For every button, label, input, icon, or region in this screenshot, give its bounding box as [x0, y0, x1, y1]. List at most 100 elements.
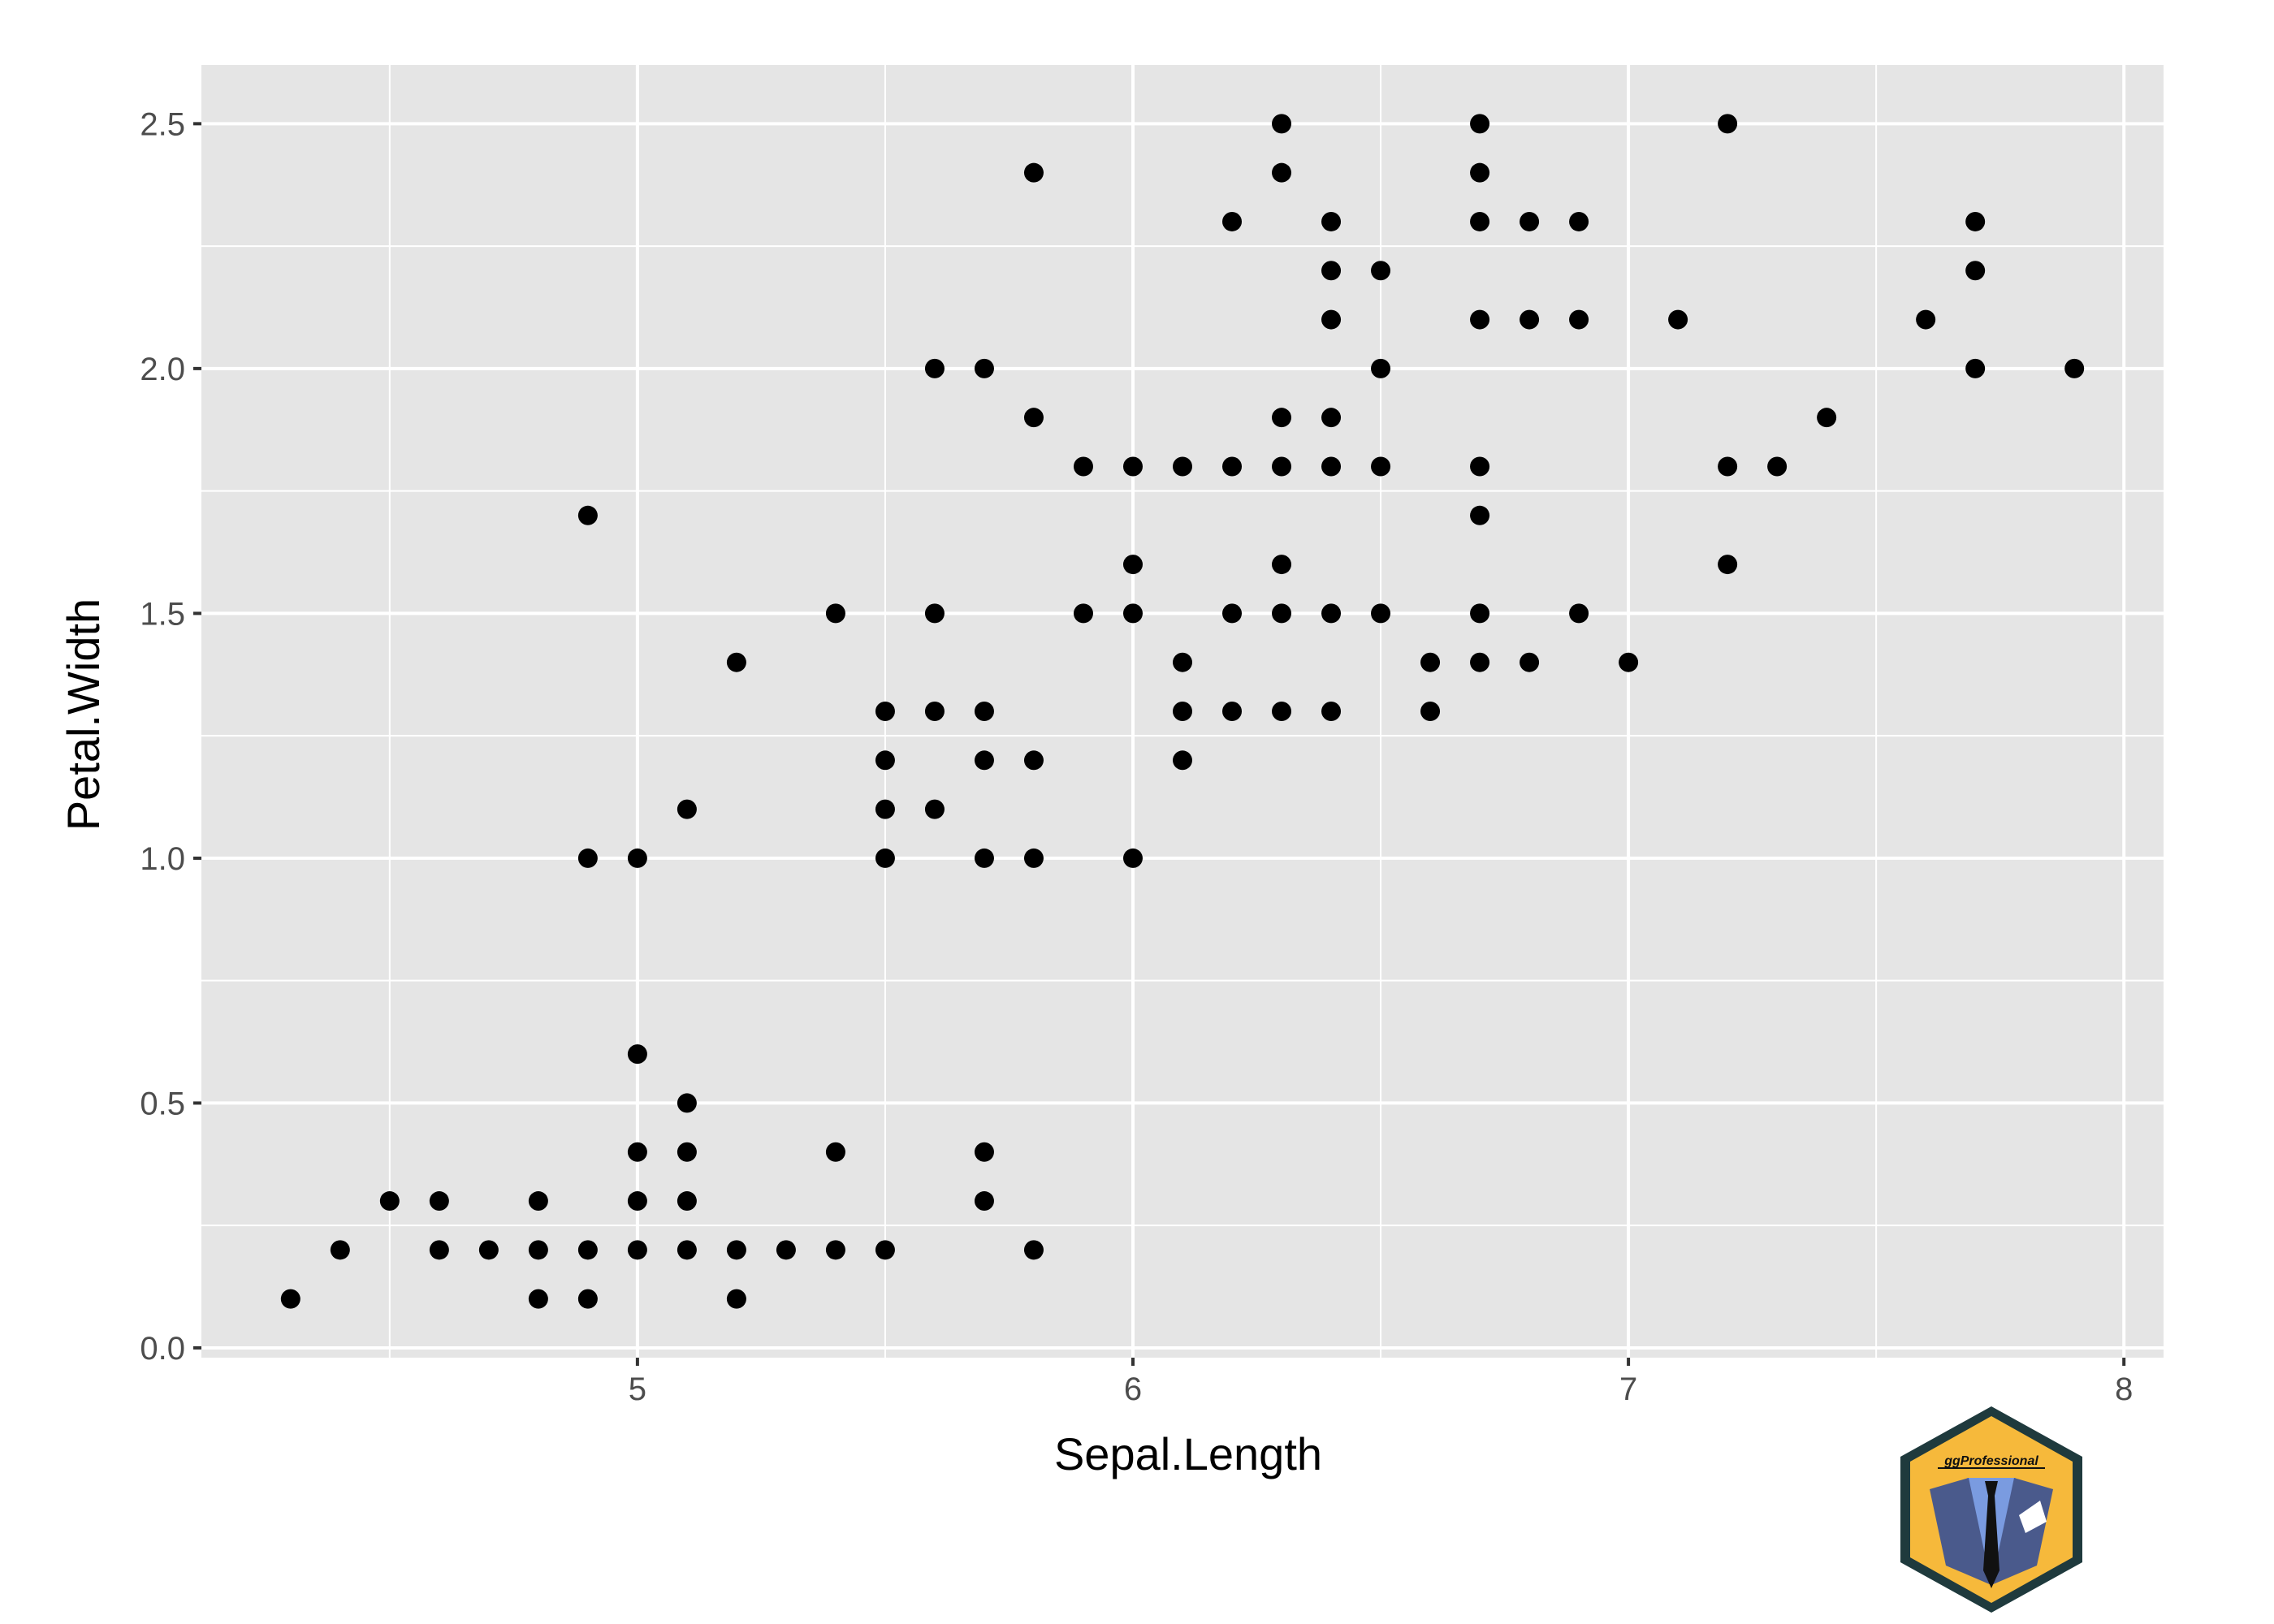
data-point [1272, 456, 1292, 477]
data-point [1470, 505, 1490, 525]
data-point [1023, 162, 1044, 183]
data-point [1222, 603, 1243, 624]
logo-tie [1983, 1481, 1999, 1588]
data-point [726, 652, 746, 672]
data-point [924, 358, 945, 378]
data-point [1916, 309, 1936, 330]
data-point [379, 1191, 400, 1212]
data-point [1371, 603, 1391, 624]
data-point [677, 1093, 697, 1113]
data-point [875, 799, 895, 819]
x-tick-labels: 5 6 7 8 [629, 1371, 2133, 1407]
data-point [1321, 261, 1342, 281]
data-point [1767, 456, 1788, 477]
y-tick-label: 2.5 [140, 106, 185, 142]
data-point [1073, 456, 1093, 477]
data-point [429, 1191, 449, 1212]
data-point [1470, 652, 1490, 672]
data-point [627, 1044, 647, 1065]
data-point [577, 848, 598, 868]
data-point [577, 505, 598, 525]
data-point [1470, 114, 1490, 134]
data-point [627, 1191, 647, 1212]
data-point [1420, 652, 1441, 672]
data-point [1569, 309, 1589, 330]
y-tick-label: 2.0 [140, 352, 185, 387]
data-point [677, 1191, 697, 1212]
x-tick-label: 7 [1619, 1371, 1637, 1407]
data-point [627, 1240, 647, 1260]
data-point [1371, 261, 1391, 281]
data-point [1470, 162, 1490, 183]
y-tick-labels: 0.0 0.5 1.0 1.5 2.0 2.5 [140, 106, 185, 1367]
data-point [1569, 211, 1589, 231]
data-point [1718, 114, 1738, 134]
data-point [1272, 408, 1292, 428]
data-point [1470, 603, 1490, 624]
y-tick-label: 1.5 [140, 596, 185, 632]
data-point [1122, 848, 1143, 868]
data-point [1321, 408, 1342, 428]
data-point [1371, 358, 1391, 378]
data-points [280, 114, 2085, 1309]
data-point [875, 750, 895, 771]
data-point [1470, 211, 1490, 231]
axis-ticks [193, 122, 2126, 1366]
data-point [1520, 309, 1540, 330]
x-axis-title: Sepal.Length [1054, 1428, 1322, 1479]
data-point [1173, 750, 1192, 771]
data-point [677, 799, 697, 819]
x-tick-label: 8 [2115, 1371, 2133, 1407]
logo-jacket-left [1930, 1478, 1991, 1585]
data-point [1965, 211, 1986, 231]
data-point [1073, 603, 1093, 624]
data-point [1569, 603, 1589, 624]
data-point [1619, 652, 1639, 672]
data-point [974, 750, 994, 771]
data-point [1122, 555, 1143, 575]
data-point [1718, 555, 1738, 575]
data-point [1222, 211, 1243, 231]
y-tick-label: 0.5 [140, 1086, 185, 1121]
data-point [1817, 408, 1837, 428]
data-point [1420, 702, 1441, 721]
data-point [825, 1142, 845, 1162]
data-point [924, 603, 945, 624]
data-point [825, 603, 845, 624]
major-gridlines [201, 65, 2164, 1358]
data-point [1173, 652, 1192, 672]
data-point [974, 1191, 994, 1212]
logo-wordmark: ggProfessional [1943, 1454, 2038, 1468]
data-point [1023, 408, 1044, 428]
data-point [577, 1240, 598, 1260]
data-point [1272, 555, 1292, 575]
data-point [1321, 702, 1342, 721]
data-point [1222, 456, 1243, 477]
data-point [1023, 848, 1044, 868]
data-point [1023, 1240, 1044, 1260]
data-point [627, 1142, 647, 1162]
data-point [726, 1289, 746, 1309]
data-point [1321, 309, 1342, 330]
data-point [825, 1240, 845, 1260]
data-point [528, 1191, 548, 1212]
data-point [1470, 309, 1490, 330]
data-point [677, 1142, 697, 1162]
data-point [577, 1289, 598, 1309]
y-tick-label: 1.0 [140, 841, 185, 877]
data-point [528, 1240, 548, 1260]
y-tick-label: 0.0 [140, 1331, 185, 1367]
data-point [924, 799, 945, 819]
data-point [974, 848, 994, 868]
data-point [1965, 358, 1986, 378]
data-point [974, 702, 994, 721]
data-point [1173, 456, 1192, 477]
data-point [1122, 603, 1143, 624]
data-point [875, 1240, 895, 1260]
data-point [875, 848, 895, 868]
data-point [1321, 603, 1342, 624]
data-point [429, 1240, 449, 1260]
data-point [2064, 358, 2085, 378]
data-point [1272, 702, 1292, 721]
